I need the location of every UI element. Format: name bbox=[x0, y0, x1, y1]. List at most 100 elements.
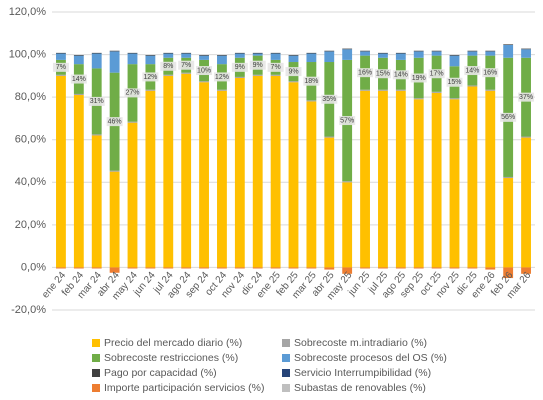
data-label: 10% bbox=[197, 67, 211, 74]
bar-segment bbox=[521, 137, 531, 268]
bar-segment bbox=[199, 82, 209, 268]
bar-segment bbox=[109, 50, 120, 52]
data-label: 9% bbox=[235, 64, 245, 71]
bar-segment bbox=[91, 53, 102, 69]
bar-segment bbox=[145, 54, 156, 56]
bar-segment bbox=[145, 267, 156, 269]
bar-segment bbox=[145, 89, 156, 91]
bar-segment bbox=[378, 52, 388, 54]
data-label-bg bbox=[231, 62, 248, 72]
data-label: 12% bbox=[143, 74, 157, 81]
bar-segment bbox=[199, 267, 209, 269]
bar-segment bbox=[288, 267, 299, 269]
bar-segment bbox=[181, 53, 192, 58]
bar-segment bbox=[56, 52, 66, 54]
legend-label: Sobrecoste restricciones (%) bbox=[104, 352, 238, 364]
bar-segment bbox=[449, 98, 460, 100]
bar-segment bbox=[109, 267, 120, 273]
bar-segment bbox=[270, 52, 281, 54]
bar-segment bbox=[199, 54, 209, 56]
bar-segment bbox=[109, 171, 120, 268]
bar-segment bbox=[127, 53, 138, 65]
data-label: 27% bbox=[125, 90, 139, 97]
bar-segment bbox=[449, 54, 460, 56]
bar-segment bbox=[252, 267, 263, 269]
y-tick-label: 60,0% bbox=[15, 134, 46, 146]
bar-segment bbox=[288, 55, 299, 63]
bar-segment bbox=[252, 53, 263, 56]
legend-swatch bbox=[282, 339, 290, 347]
bar-segment bbox=[73, 95, 84, 268]
data-label-bg bbox=[160, 61, 177, 71]
bar-segment bbox=[395, 267, 406, 269]
bar-segment bbox=[234, 76, 245, 78]
data-label-bg bbox=[267, 62, 284, 72]
data-label: 7% bbox=[271, 64, 281, 71]
data-label: 9% bbox=[253, 62, 263, 69]
bar-segment bbox=[217, 54, 227, 56]
data-label-bg bbox=[249, 60, 266, 70]
bar-segment bbox=[503, 44, 514, 58]
data-label: 14% bbox=[72, 76, 86, 83]
bar-segment bbox=[217, 89, 227, 91]
y-tick-label: 20,0% bbox=[15, 219, 46, 231]
bar-segment bbox=[163, 53, 174, 58]
bar-segment bbox=[467, 267, 478, 269]
bar-segment bbox=[449, 55, 460, 67]
data-label: 31% bbox=[90, 98, 104, 105]
data-label-bg bbox=[374, 69, 391, 79]
bar-segment bbox=[521, 48, 531, 50]
bar-segment bbox=[395, 52, 406, 54]
data-label: 9% bbox=[288, 68, 298, 75]
data-label-bg bbox=[106, 117, 123, 127]
bar-segment bbox=[127, 121, 138, 123]
bar-segment bbox=[306, 101, 317, 268]
data-label: 35% bbox=[322, 96, 336, 103]
bar-segment bbox=[360, 89, 370, 91]
data-label-bg bbox=[178, 60, 195, 70]
bar-segment bbox=[378, 53, 388, 58]
legend-swatch bbox=[92, 384, 100, 392]
bar-segment bbox=[306, 52, 317, 54]
bar-segment bbox=[342, 182, 353, 268]
bar-segment bbox=[217, 55, 227, 65]
bar-segment bbox=[378, 267, 388, 269]
legend-swatch bbox=[282, 369, 290, 377]
bar-segment bbox=[127, 122, 138, 268]
bar-segment bbox=[127, 52, 138, 54]
data-label-bg bbox=[482, 68, 499, 78]
bar-segment bbox=[91, 134, 102, 136]
legend-label: Servicio Interrumpibilidad (%) bbox=[294, 367, 431, 379]
bar-segment bbox=[431, 92, 442, 268]
data-label: 15% bbox=[447, 79, 461, 86]
bar-segment bbox=[521, 136, 531, 138]
data-label: 57% bbox=[340, 117, 354, 124]
bar-segment bbox=[360, 51, 370, 56]
legend-swatch bbox=[92, 369, 100, 377]
bar-segment bbox=[342, 181, 353, 183]
bar-segment bbox=[56, 74, 66, 76]
legend-swatch bbox=[282, 384, 290, 392]
bar-segment bbox=[413, 99, 424, 268]
bar-segment bbox=[360, 90, 370, 268]
bar-segment bbox=[467, 85, 478, 87]
bar-segment bbox=[324, 50, 335, 52]
y-tick-label: 0,0% bbox=[21, 261, 46, 273]
bar-segment bbox=[431, 267, 442, 269]
bar-segment bbox=[181, 72, 192, 74]
data-label: 56% bbox=[501, 114, 515, 121]
data-label: 7% bbox=[56, 64, 66, 71]
bar-segment bbox=[181, 73, 192, 268]
bar-segment bbox=[503, 267, 514, 279]
data-label-bg bbox=[518, 92, 535, 102]
bar-segment bbox=[181, 267, 192, 269]
bar-segment bbox=[73, 267, 84, 269]
y-tick-label: 100,0% bbox=[9, 48, 47, 60]
legend-swatch bbox=[92, 354, 100, 362]
legend-label: Importe participación servicios (%) bbox=[104, 382, 264, 394]
bar-segment bbox=[449, 99, 460, 268]
data-label-bg bbox=[410, 73, 427, 83]
bar-segment bbox=[503, 44, 514, 45]
bar-segment bbox=[431, 51, 442, 56]
bar-segment bbox=[270, 53, 281, 60]
